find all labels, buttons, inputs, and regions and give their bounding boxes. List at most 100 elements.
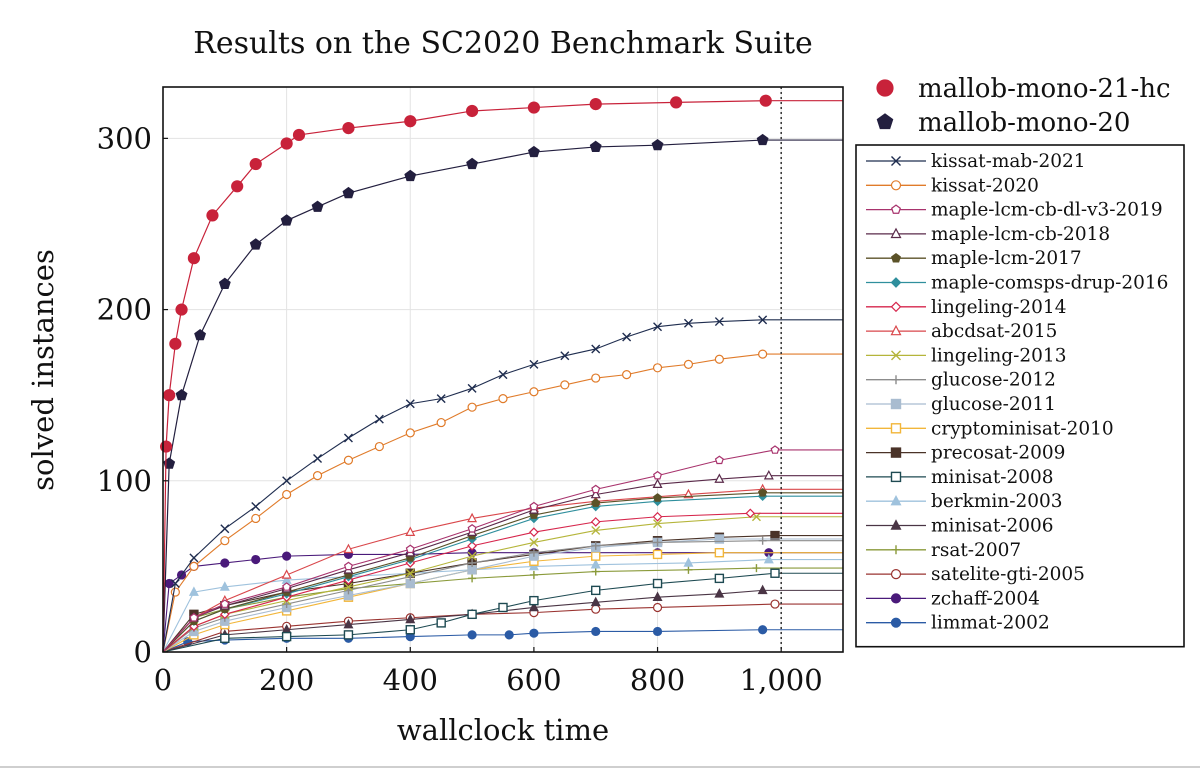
legend-berkmin-2003-marker — [890, 494, 902, 506]
maple-lcm-cb-2018-marker — [652, 478, 663, 489]
mallob-mono-21-hc-marker — [206, 209, 219, 222]
series-mallob-mono-20 — [162, 133, 843, 653]
x-tick-label: 600 — [506, 663, 561, 697]
series-mallob-mono-21-hc — [159, 94, 843, 653]
kissat-2020-marker — [170, 587, 180, 597]
berkmin-2003-line — [162, 558, 843, 653]
legend-label: minisat-2008 — [931, 467, 1054, 488]
legend-maple-lcm-2017-marker — [891, 252, 901, 263]
x-tick-label: 0 — [154, 663, 172, 697]
lingeling-2014-marker — [529, 527, 539, 538]
abcdsat-2015-marker — [405, 526, 416, 536]
legend-maple-lcm-cb-dl-v3-2019-marker — [891, 204, 901, 214]
mallob-mono-20-marker — [218, 277, 231, 289]
lingeling-2013-marker — [343, 582, 353, 592]
legend-cryptominisat-2010-marker — [890, 423, 902, 434]
kissat-2020-marker — [560, 380, 570, 390]
legend-label: cryptominisat-2010 — [931, 418, 1114, 439]
legend-entry-zchaff-2004: zchaff-2004 — [866, 588, 1040, 609]
minisat-2006-marker — [528, 601, 539, 612]
minisat-2006-marker — [757, 584, 768, 595]
axes: 0 200 400 600 800 1,000 0 100 200 300 — [97, 86, 844, 697]
zchaff-2004-marker — [220, 558, 230, 568]
kissat-2020-marker — [714, 354, 724, 364]
kissat-mab-2021-marker — [622, 332, 632, 342]
legend-entry-satelite-gti-2005: satelite-gti-2005 — [866, 564, 1085, 585]
kissat-mab-2021-marker — [251, 501, 261, 511]
kissat-mab-2021-marker — [714, 317, 724, 327]
mallob-mono-20-marker — [342, 186, 355, 199]
mallob-mono-21-hc-marker — [465, 104, 479, 118]
x-axis-label: wallclock time — [397, 713, 609, 747]
mallob-mono-21-hc-marker — [589, 98, 602, 111]
kissat-mab-2021-marker — [436, 394, 446, 404]
abcdsat-2015-marker — [343, 543, 354, 554]
x-tick-label: 800 — [630, 663, 685, 697]
legend-maple-comsps-drup-2016-marker — [890, 277, 902, 288]
kissat-2020-marker — [467, 402, 477, 412]
mallob-mono-21-hc-marker — [280, 137, 293, 150]
limmat-2002-marker — [504, 630, 514, 640]
legend-label: precosat-2009 — [931, 443, 1065, 464]
mallob-mono-21-hc-marker — [249, 157, 262, 171]
glucose-2011-marker — [714, 534, 725, 544]
legend-label: lingeling-2014 — [931, 297, 1066, 318]
legend-top: mallob-mono-21-hc mallob-mono-20 — [876, 74, 1171, 138]
lingeling-2014-line — [162, 512, 843, 653]
legend-entry-minisat-2008: minisat-2008 — [866, 467, 1054, 488]
legend-label: maple-lcm-cb-dl-v3-2019 — [931, 200, 1163, 221]
limmat-2002-marker — [529, 628, 539, 638]
abcdsat-2015-marker — [467, 512, 478, 523]
kissat-mab-2021-marker — [560, 351, 570, 361]
legend-label: kissat-2020 — [931, 175, 1039, 196]
mallob-mono-21-hc-marker — [187, 252, 201, 265]
rsat-2007-marker — [684, 565, 693, 574]
minisat-2006-marker — [714, 588, 725, 598]
rsat-2007-marker — [591, 567, 600, 576]
kissat-2020-marker — [652, 363, 663, 373]
mallob-mono-20-marker — [466, 157, 479, 170]
glucose-2012-marker — [591, 541, 600, 550]
maple-lcm-cb-dl-v3-2019-marker — [405, 544, 415, 554]
minisat-2008-marker — [405, 625, 415, 635]
legend-label: lingeling-2013 — [931, 345, 1066, 366]
zchaff-2004-marker — [251, 554, 261, 565]
mallob-mono-20-marker — [280, 214, 293, 226]
legend-box-frame — [855, 144, 1185, 648]
glucose-2012-marker — [529, 548, 538, 557]
series-kissat-2020 — [162, 349, 843, 653]
mallob-mono-21-hc-marker — [175, 303, 188, 316]
maple-lcm-cb-2018-marker — [714, 473, 725, 483]
legend-zchaff-2004-marker — [890, 593, 902, 604]
series-layer — [159, 94, 843, 653]
legend-entry-abcdsat-2015: abcdsat-2015 — [866, 321, 1057, 342]
mallob-mono-20-line — [162, 139, 843, 653]
legend-kissat-mab-2021-marker — [891, 156, 901, 166]
berkmin-2003-marker — [683, 557, 694, 567]
maple-lcm-cb-2018-marker — [763, 469, 774, 480]
legend-entry-lingeling-2014: lingeling-2014 — [866, 297, 1066, 318]
legend-kissat-2020-marker — [890, 180, 902, 191]
kissat-2020-marker — [758, 349, 768, 359]
maple-lcm-cb-2018-line — [162, 475, 843, 653]
kissat-mab-2021-marker — [758, 315, 768, 325]
x-tick-label: 200 — [259, 663, 314, 697]
minisat-2008-marker — [714, 573, 725, 584]
plot-frame — [162, 86, 844, 653]
series-kissat-mab-2021 — [162, 315, 843, 653]
limmat-2002-marker — [652, 626, 663, 637]
mallob-mono-20-marker — [311, 200, 324, 212]
mallob-mono-20-marker — [249, 238, 262, 250]
maple-lcm-2017-line — [162, 492, 843, 653]
legend-entry-kissat-2020: kissat-2020 — [866, 175, 1039, 196]
legend-satelite-gti-2005-marker — [890, 568, 902, 580]
series-maple-lcm-cb-dl-v3-2019 — [162, 445, 843, 653]
kissat-mab-2021-marker — [374, 414, 384, 424]
glucose-2012-marker — [653, 538, 662, 547]
kissat-mab-2021-marker — [683, 318, 693, 328]
maple-lcm-cb-dl-v3-2019-marker — [714, 455, 724, 465]
legend-label: rsat-2007 — [931, 540, 1021, 561]
legend-entry-precosat-2009: precosat-2009 — [866, 443, 1065, 464]
mallob-mono-20-marker — [589, 140, 602, 152]
